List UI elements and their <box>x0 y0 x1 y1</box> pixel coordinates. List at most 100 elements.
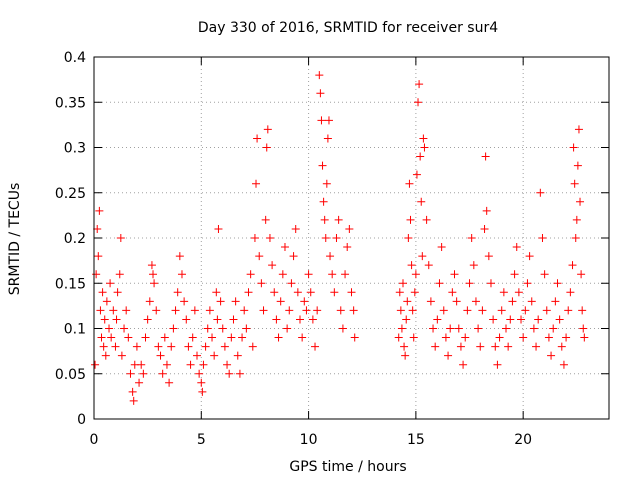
data-point <box>510 270 519 279</box>
data-point <box>235 369 244 378</box>
data-point <box>486 279 495 288</box>
data-point <box>167 342 176 351</box>
data-point <box>502 324 510 333</box>
data-point <box>465 279 474 288</box>
data-point <box>270 288 279 297</box>
data-point <box>173 288 182 297</box>
data-point <box>143 315 152 324</box>
data-point <box>532 342 541 351</box>
data-point <box>484 252 493 261</box>
data-point <box>555 315 564 324</box>
data-point <box>519 333 528 342</box>
data-point <box>272 315 281 324</box>
data-point <box>347 288 356 297</box>
data-point <box>218 324 227 333</box>
x-tick-label: 20 <box>514 432 532 448</box>
data-point <box>171 306 180 315</box>
data-point <box>93 224 102 233</box>
data-point <box>257 279 266 288</box>
data-point <box>493 360 502 369</box>
data-point <box>570 179 579 188</box>
data-point <box>160 333 169 342</box>
data-point <box>91 360 100 369</box>
data-point <box>145 297 154 306</box>
data-point <box>525 252 534 261</box>
data-point <box>147 261 156 270</box>
data-point <box>566 288 575 297</box>
data-point <box>424 261 433 270</box>
data-point <box>139 369 148 378</box>
data-point <box>406 215 415 224</box>
data-point <box>547 351 556 360</box>
data-point <box>332 234 341 242</box>
data-point <box>571 234 580 242</box>
data-point <box>242 324 251 333</box>
data-point <box>538 234 547 242</box>
data-point <box>128 387 137 396</box>
data-point <box>216 297 225 306</box>
data-point <box>152 306 161 315</box>
data-point <box>252 179 261 188</box>
data-point <box>476 342 485 351</box>
data-point <box>156 351 165 360</box>
data-point <box>396 306 405 315</box>
data-point <box>225 369 234 378</box>
data-point <box>259 306 268 315</box>
data-point <box>343 243 352 252</box>
data-point <box>553 279 562 288</box>
data-point <box>124 333 133 342</box>
data-point <box>399 279 407 288</box>
chart-title: Day 330 of 2016, SRMTID for receiver sur… <box>198 20 498 36</box>
x-tick-label: 10 <box>300 432 318 448</box>
data-point <box>456 342 465 351</box>
data-point <box>302 306 311 315</box>
data-point <box>240 306 249 315</box>
data-point <box>97 333 106 342</box>
data-point <box>186 360 195 369</box>
data-point <box>559 360 568 369</box>
data-point <box>407 261 416 270</box>
data-point <box>107 333 116 342</box>
data-point <box>169 324 178 333</box>
data-point <box>180 297 189 306</box>
data-point <box>534 315 543 324</box>
data-point <box>150 279 159 288</box>
data-point <box>321 234 330 242</box>
data-point <box>495 333 504 342</box>
data-point <box>274 333 283 342</box>
data-point <box>527 297 536 306</box>
data-point <box>459 360 468 369</box>
data-point <box>429 324 438 333</box>
data-point <box>109 306 118 315</box>
data-point <box>98 288 107 297</box>
grid <box>94 57 609 419</box>
data-point <box>182 315 191 324</box>
data-point <box>149 270 158 279</box>
data-point <box>244 288 253 297</box>
data-point <box>433 315 442 324</box>
y-tick-label: 0.3 <box>64 141 86 157</box>
data-point <box>99 342 108 351</box>
data-point <box>448 288 457 297</box>
data-point <box>426 297 435 306</box>
data-point <box>408 306 417 315</box>
data-point <box>229 315 238 324</box>
data-point <box>210 351 219 360</box>
data-point <box>579 324 588 333</box>
data-point <box>338 324 347 333</box>
y-tick-label: 0.15 <box>55 276 86 292</box>
data-point <box>165 378 174 387</box>
data-point <box>238 333 247 342</box>
data-point <box>319 197 328 206</box>
data-point <box>248 342 257 351</box>
data-point <box>334 215 343 224</box>
data-point <box>345 224 354 233</box>
data-point <box>113 288 122 297</box>
data-point <box>175 252 184 261</box>
data-point <box>198 387 207 396</box>
data-point <box>394 333 403 342</box>
data-point <box>318 161 327 170</box>
data-point <box>195 369 204 378</box>
data-point <box>313 306 322 315</box>
